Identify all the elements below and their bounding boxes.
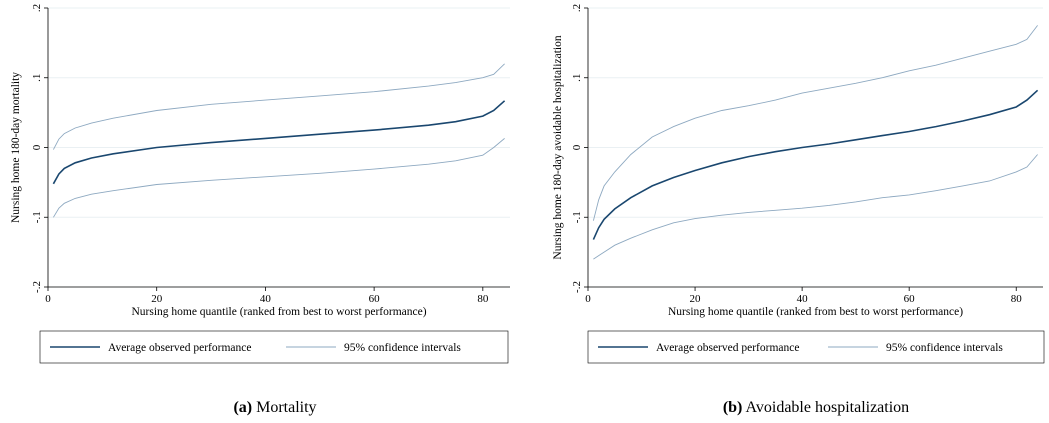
legend-label-ci: 95% confidence intervals xyxy=(344,342,461,354)
panel-caption-letter: (b) xyxy=(723,399,743,416)
series-ci-lower-line xyxy=(53,138,505,218)
chart-panel-2: -.2 -.1 0 .1 .2 0 20 40 60 80 Nursing home quantil… xyxy=(552,4,1045,416)
y-tick-label: .2 xyxy=(571,4,583,12)
x-tick-label: 20 xyxy=(690,293,702,305)
legend-box xyxy=(39,330,509,364)
x-axis-label: Nursing home quantile (ranked from best … xyxy=(131,306,426,318)
x-tick-label: 60 xyxy=(904,293,916,305)
y-tick-label: 0 xyxy=(571,144,583,150)
y-tick-label: .2 xyxy=(31,4,43,12)
y-tick-label: -.1 xyxy=(571,211,583,223)
chart-panel-1: -.2 -.1 0 .1 .2 0 20 40 60 80 Nursing home quantil… xyxy=(10,4,510,416)
series-ci-lower-line xyxy=(593,154,1038,260)
x-tick-label: 0 xyxy=(585,293,591,305)
y-tick-label: .1 xyxy=(31,74,43,82)
panel-caption-letter: (a) xyxy=(233,399,252,416)
y-axis-label: Nursing home 180-day avoidable hospitali… xyxy=(552,35,564,259)
y-tick-label: 0 xyxy=(31,144,43,150)
y-tick-label: .1 xyxy=(571,74,583,82)
x-tick-label: 0 xyxy=(45,293,51,305)
y-tick-label: -.1 xyxy=(31,211,43,223)
series-ci-upper-line xyxy=(592,25,1038,221)
y-tick-label: -.2 xyxy=(31,281,43,293)
legend-label-ci: 95% confidence intervals xyxy=(886,342,1003,354)
panel-caption: (b) Avoidable hospitalization xyxy=(723,399,909,416)
panel-caption-text: Mortality xyxy=(252,399,316,416)
y-tick-label: -.2 xyxy=(571,281,583,293)
series-average-line xyxy=(592,89,1039,240)
legend-label-average: Average observed performance xyxy=(656,342,799,354)
panel-caption: (a) Mortality xyxy=(233,399,316,416)
legend-box xyxy=(587,330,1045,364)
legend: Average observed performance 95% confiden… xyxy=(587,330,1045,364)
x-tick-label: 20 xyxy=(151,293,163,305)
series-ci-upper-line xyxy=(53,63,505,150)
series-average-line xyxy=(52,100,506,185)
x-tick-label: 40 xyxy=(797,293,809,305)
x-tick-label: 40 xyxy=(260,293,272,305)
panel-caption-text: Avoidable hospitalization xyxy=(742,399,909,416)
x-tick-label: 60 xyxy=(369,293,381,305)
x-tick-label: 80 xyxy=(1011,293,1023,305)
legend: Average observed performance 95% confiden… xyxy=(39,330,509,364)
x-axis-label: Nursing home quantile (ranked from best … xyxy=(668,306,963,318)
x-tick-label: 80 xyxy=(477,293,489,305)
y-axis-label: Nursing home 180-day mortality xyxy=(10,72,22,223)
legend-label-average: Average observed performance xyxy=(108,342,251,354)
